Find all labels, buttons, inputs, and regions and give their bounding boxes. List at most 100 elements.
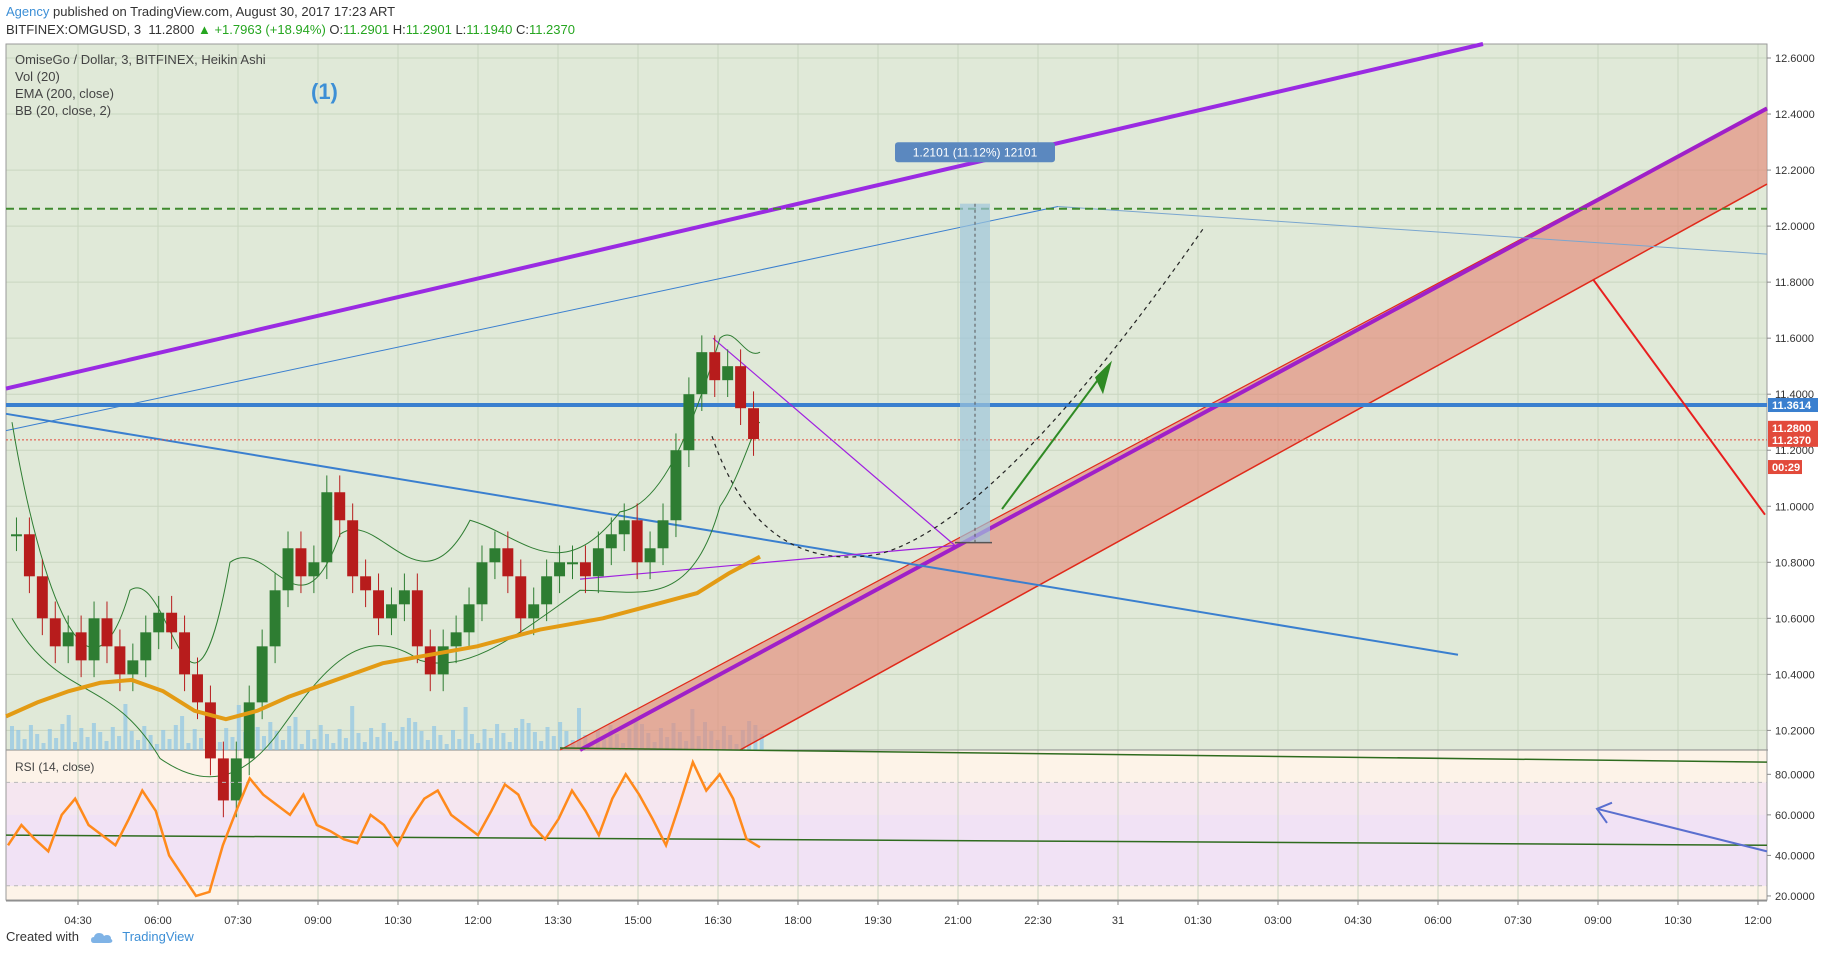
volume-bar (54, 738, 59, 750)
time-tick-label: 22:30 (1024, 915, 1052, 927)
volume-bar (438, 735, 443, 750)
publisher-link[interactable]: Agency (6, 4, 50, 19)
volume-bar (73, 742, 77, 750)
volume-bar (293, 717, 298, 750)
candle-body (657, 520, 669, 549)
time-tick-label: 12:00 (464, 915, 492, 927)
volume-bar (224, 728, 229, 750)
volume-bar (154, 744, 159, 750)
candle-body (127, 660, 139, 675)
rsi-arrow (1596, 807, 1768, 853)
time-tick-label: 09:00 (1584, 915, 1612, 927)
candle-body (75, 632, 87, 661)
time-tick-label: 15:00 (624, 915, 652, 927)
volume-bar (16, 730, 21, 750)
volume-bar (526, 723, 531, 750)
candle-body (140, 632, 152, 661)
candle-body (62, 632, 74, 647)
legend-volume: Vol (20) (15, 69, 60, 84)
candle-body (450, 632, 462, 647)
candle-body (295, 548, 307, 577)
time-tick-label: 04:30 (1344, 915, 1372, 927)
tradingview-link[interactable]: TradingView (122, 929, 194, 944)
measure-tag (895, 142, 1055, 163)
candle-body (334, 492, 346, 521)
volume-bar (173, 725, 178, 750)
volume-bar (28, 725, 33, 750)
close-value: 11.2370 (528, 22, 575, 37)
publish-line: Agency published on TradingView.com, Aug… (6, 4, 395, 19)
candle-body (114, 646, 126, 675)
volume-bar (520, 719, 525, 750)
candle-body (579, 562, 591, 577)
lower-channel-line (579, 106, 1768, 752)
volume-bar (545, 727, 550, 750)
time-tick-label: 06:00 (1424, 915, 1452, 927)
candle-body (153, 612, 165, 633)
volume-bar (463, 707, 468, 750)
candle-body (217, 758, 229, 801)
channel-lower-line (739, 183, 1768, 751)
volume-bar (406, 718, 411, 750)
candle-body (373, 590, 384, 619)
candle-body (347, 520, 359, 577)
time-tick-label: 19:30 (864, 915, 892, 927)
candle-body (243, 702, 255, 759)
price-label-tag (1768, 398, 1818, 413)
candle-body (748, 408, 759, 440)
wave-label: (1) (311, 79, 338, 104)
volume-bar (110, 727, 115, 750)
candle-body (230, 758, 242, 801)
volume-bar (306, 730, 311, 750)
volume-bar (488, 738, 493, 750)
volume-bar (192, 729, 197, 750)
candle-body (49, 618, 61, 647)
candle-body (683, 394, 695, 451)
candle-body (631, 520, 643, 563)
volume-bar (186, 743, 191, 750)
time-tick-label: 18:00 (784, 915, 812, 927)
candle-body (722, 366, 734, 381)
volume-bar (136, 740, 140, 750)
volume-bar (564, 731, 569, 750)
candle-body (605, 534, 617, 549)
volume-bar (369, 728, 374, 750)
time-tick-label: 12:00 (1744, 915, 1772, 927)
candle-body (644, 548, 656, 563)
candle-body (735, 366, 747, 409)
up-arrow-icon: ▲ (197, 22, 211, 37)
volume-bar (318, 725, 323, 750)
change-value: +1.7963 (+18.94%) (214, 22, 326, 37)
price-tick-label: 10.8000 (1775, 557, 1815, 569)
candle-body (489, 548, 501, 563)
volume-bar (85, 737, 90, 750)
volume-bar (325, 734, 329, 750)
volume-bar (577, 708, 581, 750)
volume-bar (507, 742, 512, 750)
volume-bar (343, 738, 348, 750)
volume-bar (117, 736, 122, 750)
candle-body (269, 590, 281, 647)
candle-body (592, 548, 604, 577)
rsi-tick-label: 80.0000 (1775, 769, 1815, 781)
high-value: 11.2901 (405, 22, 452, 37)
candle-body (88, 618, 100, 661)
volume-bar (482, 729, 487, 750)
volume-bar (217, 742, 222, 750)
rsi-lower-band (6, 814, 1767, 886)
volume-bar (451, 730, 455, 750)
volume-bar (425, 740, 430, 750)
wedge-upper (712, 337, 956, 546)
descending-trendline (5, 412, 1459, 656)
volume-bar (419, 731, 424, 750)
candle-body (437, 646, 449, 675)
volume-bar (337, 729, 342, 750)
candle-body (502, 548, 514, 577)
price-tick-label: 11.2000 (1775, 445, 1814, 457)
legend-symbol: OmiseGo / Dollar, 3, BITFINEX, Heikin As… (15, 52, 266, 67)
price-tick-label: 10.4000 (1775, 669, 1815, 681)
high-label: H: (392, 22, 406, 37)
volume-bar (274, 731, 279, 750)
candle-body (11, 534, 22, 537)
